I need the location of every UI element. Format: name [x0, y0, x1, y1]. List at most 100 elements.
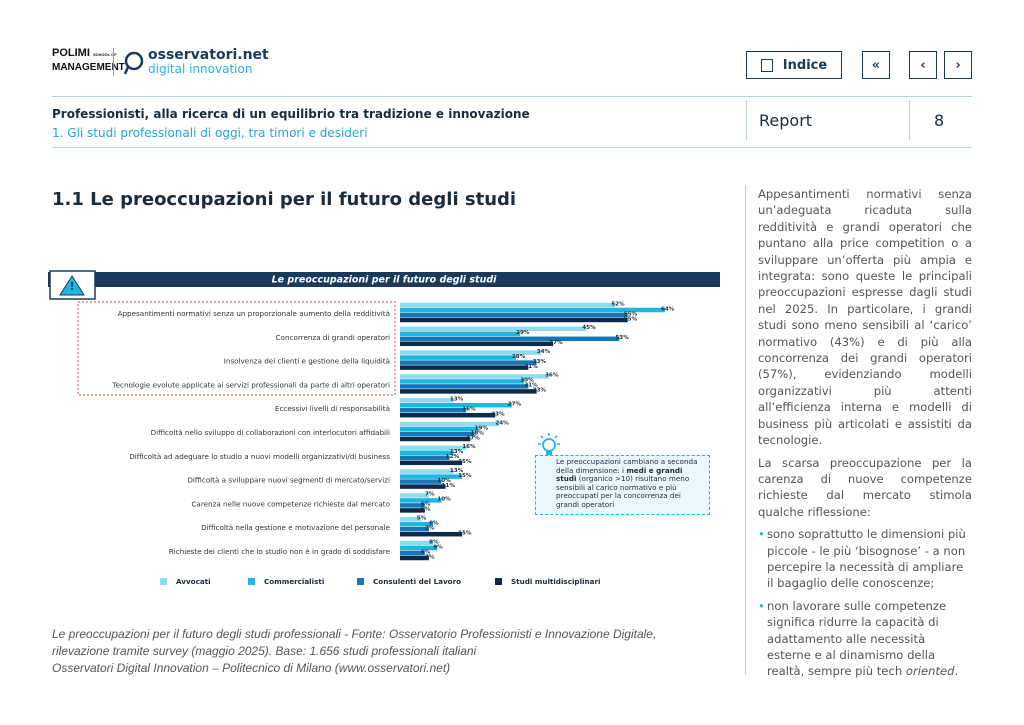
logo-text: digital innovation [148, 62, 253, 76]
value-label: 13% [450, 468, 464, 474]
bar [400, 355, 516, 360]
legend-swatch [248, 578, 255, 585]
logo-icon [123, 51, 144, 75]
value-label: 33% [533, 388, 547, 394]
logo-text: osservatori.net [148, 47, 269, 63]
bar [400, 550, 425, 556]
callout-text: medi e grandi studi [556, 465, 683, 484]
bar [400, 302, 616, 308]
value-label: 12% [446, 454, 460, 460]
prev-button[interactable]: ‹ [909, 51, 937, 79]
value-label: 31% [524, 383, 538, 389]
bar [400, 379, 525, 384]
paragraph: Appesantimenti normativi senza un’adegua… [758, 187, 972, 448]
value-label: 5% [417, 515, 427, 521]
bar [400, 331, 521, 337]
value-label: 53% [615, 335, 629, 341]
bar [400, 312, 628, 318]
value-label: 33% [533, 359, 547, 365]
sidebar: Appesantimenti normativi senza un’adegua… [758, 186, 972, 686]
bar [400, 555, 429, 561]
value-label: 30% [520, 378, 534, 384]
chart-title: Le preoccupazioni per il futuro degli st… [272, 275, 498, 286]
highlight-box [77, 301, 396, 396]
category-label: Difficoltà a sviluppare nuovi segmenti d… [187, 476, 390, 485]
value-label: 52% [611, 301, 625, 307]
bar [400, 426, 479, 432]
page-number: 8 [934, 111, 945, 130]
legend-label: Studi multidisciplinari [511, 577, 600, 586]
bar [400, 526, 429, 532]
value-label: 11% [442, 483, 456, 489]
bar [400, 336, 620, 342]
bar [400, 431, 475, 437]
value-label: 19% [475, 425, 489, 431]
category-label: Concorrenza di grandi operatori [276, 333, 390, 342]
caption-line: Le preoccupazioni per il futuro degli st… [52, 627, 657, 641]
button-label[interactable]: Indice [782, 57, 828, 73]
value-label: 23% [491, 411, 505, 417]
index-button[interactable]: Indice [746, 51, 842, 79]
bar [400, 516, 421, 522]
bar [400, 521, 434, 527]
value-label: 7% [425, 492, 435, 498]
legend-label: Commercialisti [264, 577, 324, 586]
bar [400, 350, 541, 355]
category-label: Insolvenza dei clienti e gestione della … [224, 357, 390, 366]
bar [400, 397, 454, 403]
bar [400, 545, 438, 551]
value-label: 13% [450, 396, 464, 402]
chart: Le preoccupazioni per il futuro degli st… [48, 270, 720, 586]
bar [400, 307, 665, 313]
value-label: 10% [437, 478, 451, 484]
category-label: Tecnologie evolute applicate ai servizi … [111, 380, 390, 389]
paragraph: La scarsa preoccupazione per la carenza … [758, 455, 972, 519]
bullet-list: sono soprattutto le dimensioni più picco… [758, 526, 972, 680]
bullet: sono soprattutto le dimensioni più picco… [758, 526, 972, 592]
next-button[interactable]: › [944, 51, 972, 79]
bar [400, 493, 429, 498]
bulb-icon [538, 433, 560, 455]
bar [400, 360, 537, 365]
value-label: 64% [661, 306, 675, 312]
callout-text: Le preoccupazioni cambiano a seconda del… [556, 457, 698, 475]
button-label[interactable]: › [955, 57, 961, 73]
value-label: 36% [545, 373, 559, 379]
legend-swatch [357, 578, 364, 585]
button-label[interactable]: ‹ [920, 57, 926, 73]
bar [400, 341, 554, 347]
category-label: Difficoltà nella gestione e motivazione … [201, 523, 391, 532]
button-label[interactable]: « [871, 57, 881, 73]
section-title: 1.1 Le preoccupazioni per il futuro degl… [52, 189, 517, 210]
bar [400, 412, 496, 418]
bar [400, 474, 463, 479]
bar [400, 389, 537, 394]
bar [400, 317, 628, 323]
bar [400, 421, 500, 427]
value-label: 29% [516, 330, 530, 336]
bar [400, 407, 467, 413]
legend-label: Consulenti del Lavoro [373, 577, 461, 586]
value-label: 31% [524, 364, 538, 370]
value-label: 13% [450, 449, 464, 455]
value-label: 17% [466, 435, 480, 441]
value-label: 6% [421, 507, 431, 513]
bar [400, 503, 425, 508]
divider [745, 185, 746, 675]
bar [400, 402, 512, 408]
divider [909, 100, 910, 140]
caption: Le preoccupazioni per il futuro degli st… [52, 626, 656, 677]
legend-swatch [495, 578, 502, 585]
logo-text: SCHOOL OF [92, 52, 117, 57]
value-label: 15% [458, 530, 472, 536]
first-button[interactable]: « [862, 51, 890, 79]
bar [400, 450, 454, 456]
legend-swatch [160, 578, 167, 585]
caption-line: Osservatori Digital Innovation – Politec… [52, 661, 451, 675]
callout-text: (organico >10) risultano meno sensibili … [556, 474, 690, 509]
bar [400, 436, 471, 442]
value-label: 34% [537, 349, 551, 355]
bullet-text: sono soprattutto le dimensioni più picco… [767, 527, 966, 591]
bar [400, 455, 450, 461]
logo-text: POLIMI [52, 47, 90, 59]
